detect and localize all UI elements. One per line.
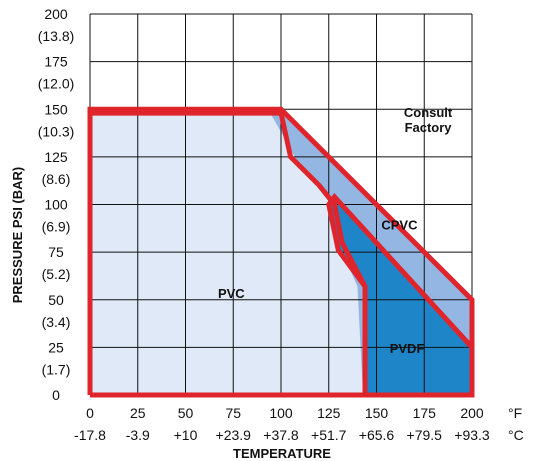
x-tick-label-fahrenheit: 175	[413, 405, 437, 421]
region-fill-pvc	[90, 115, 364, 395]
y-tick-label-psi: 100	[44, 197, 68, 213]
region-label-line: Consult	[404, 105, 453, 120]
x-axis-title: TEMPERATURE	[233, 446, 331, 461]
region-fill-pvdf	[328, 196, 472, 395]
x-unit-celsius: °C	[508, 427, 524, 443]
x-tick-label-fahrenheit: 125	[317, 405, 341, 421]
x-tick-label-celsius: +79.5	[407, 427, 443, 443]
x-tick-label-celsius: +65.6	[359, 427, 395, 443]
y-axis-title: PRESSURE PSI (BAR)	[10, 167, 25, 304]
y-tick-label-psi: 200	[44, 6, 68, 22]
x-axis-ticks: 0 -17.8 25 -3.9 50 +10 75 +23.9 100 +37.8 125 +51.7…	[74, 405, 490, 443]
x-tick-label-celsius: -17.8	[74, 427, 106, 443]
x-unit-fahrenheit: °F	[508, 405, 522, 421]
region-outline-cpvc	[87, 106, 475, 398]
x-tick-label-fahrenheit: 200	[460, 405, 484, 421]
y-tick-label-psi: 25	[48, 339, 64, 355]
y-tick-label-bar: (10.3)	[38, 123, 75, 139]
y-tick-label-psi: 125	[44, 149, 68, 165]
y-axis-ticks: 0 25 (1.7) 50 (3.4) 75 (5.2) 100 (6.9) 125 (8.6) 15…	[38, 6, 75, 403]
region-label-line: PVC	[218, 286, 245, 301]
y-tick-label-bar: (12.0)	[38, 76, 75, 92]
x-tick-label-fahrenheit: 150	[365, 405, 389, 421]
y-tick-label-bar: (8.6)	[42, 171, 71, 187]
y-tick-label-psi: 50	[48, 292, 64, 308]
y-tick-label-psi: 175	[44, 54, 68, 70]
y-tick-label-bar: (3.4)	[42, 314, 71, 330]
y-tick-label-psi: 0	[52, 387, 60, 403]
region-labels: Consult Factory CPVC PVC PVDF	[218, 105, 453, 356]
x-tick-label-celsius: +23.9	[216, 427, 252, 443]
y-tick-label-bar: (13.8)	[38, 28, 75, 44]
y-tick-label-bar: (5.2)	[42, 266, 71, 282]
x-tick-label-celsius: +51.7	[311, 427, 347, 443]
x-tick-label-fahrenheit: 75	[225, 405, 241, 421]
region-label-pvc: PVC	[218, 286, 245, 301]
region-label-consult-factory: Consult Factory	[404, 105, 453, 135]
region-label-line: CPVC	[381, 217, 418, 232]
y-tick-label-psi: 75	[48, 244, 64, 260]
region-label-cpvc: CPVC	[381, 217, 418, 232]
x-tick-label-fahrenheit: 50	[178, 405, 194, 421]
x-tick-label-fahrenheit: 0	[86, 405, 94, 421]
x-tick-label-celsius: +10	[174, 427, 198, 443]
x-tick-label-celsius: +93.3	[454, 427, 490, 443]
region-label-line: PVDF	[390, 341, 425, 356]
region-label-pvdf: PVDF	[390, 341, 425, 356]
region-label-line: Factory	[405, 120, 453, 135]
x-tick-label-fahrenheit: 25	[130, 405, 146, 421]
region-outline-pvc	[90, 110, 368, 395]
y-tick-label-bar: (6.9)	[42, 219, 71, 235]
y-tick-label-bar: (1.7)	[42, 361, 71, 377]
x-tick-label-celsius: +37.8	[263, 427, 299, 443]
x-tick-label-celsius: -3.9	[126, 427, 150, 443]
region-outlines	[87, 106, 475, 398]
x-tick-label-fahrenheit: 100	[269, 405, 293, 421]
y-tick-label-psi: 150	[44, 101, 68, 117]
